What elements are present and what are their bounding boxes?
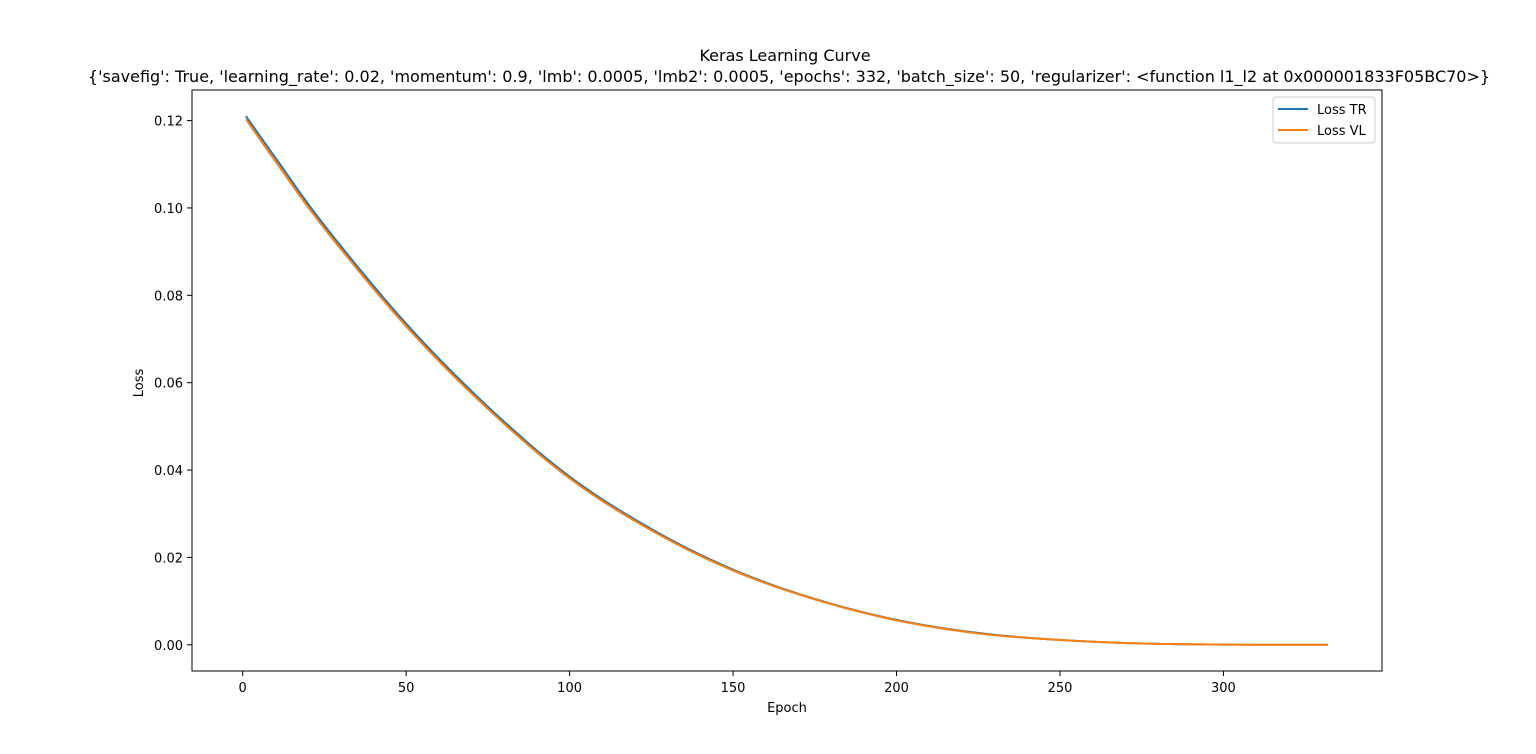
y-tick-label: 0.06 [154, 377, 183, 392]
x-tick-label: 250 [1048, 681, 1073, 696]
y-axis-ticks: 0.00 0.02 0.04 0.06 0.08 0.10 0.12 [154, 115, 192, 654]
series-line-loss-tr [245, 115, 1329, 646]
x-axis-ticks: 0 50 100 150 200 250 300 [239, 671, 1236, 696]
series-layer [245, 115, 1329, 646]
chart-subtitle: {'savefig': True, 'learning_rate': 0.02,… [88, 67, 1490, 87]
legend-label-loss-vl: Loss VL [1317, 124, 1367, 139]
x-tick-label: 100 [557, 681, 582, 696]
x-tick-label: 300 [1211, 681, 1236, 696]
y-tick-label: 0.12 [154, 115, 183, 130]
y-tick-label: 0.02 [154, 551, 183, 566]
x-tick-label: 0 [239, 681, 247, 696]
legend: Loss TR Loss VL [1272, 96, 1376, 144]
x-axis-label: Epoch [767, 701, 807, 716]
y-tick-label: 0.08 [154, 289, 183, 304]
plot-area-frame [191, 89, 1383, 672]
y-tick-label: 0.04 [154, 464, 183, 479]
chart-title: Keras Learning Curve [699, 46, 870, 65]
legend-label-loss-tr: Loss TR [1317, 103, 1367, 118]
x-tick-label: 200 [884, 681, 909, 696]
y-tick-label: 0.10 [154, 202, 183, 217]
series-line-loss-vl [245, 118, 1329, 646]
y-axis-label: Loss [132, 369, 147, 398]
x-tick-label: 50 [398, 681, 415, 696]
x-tick-label: 150 [721, 681, 746, 696]
y-tick-label: 0.00 [154, 639, 183, 654]
